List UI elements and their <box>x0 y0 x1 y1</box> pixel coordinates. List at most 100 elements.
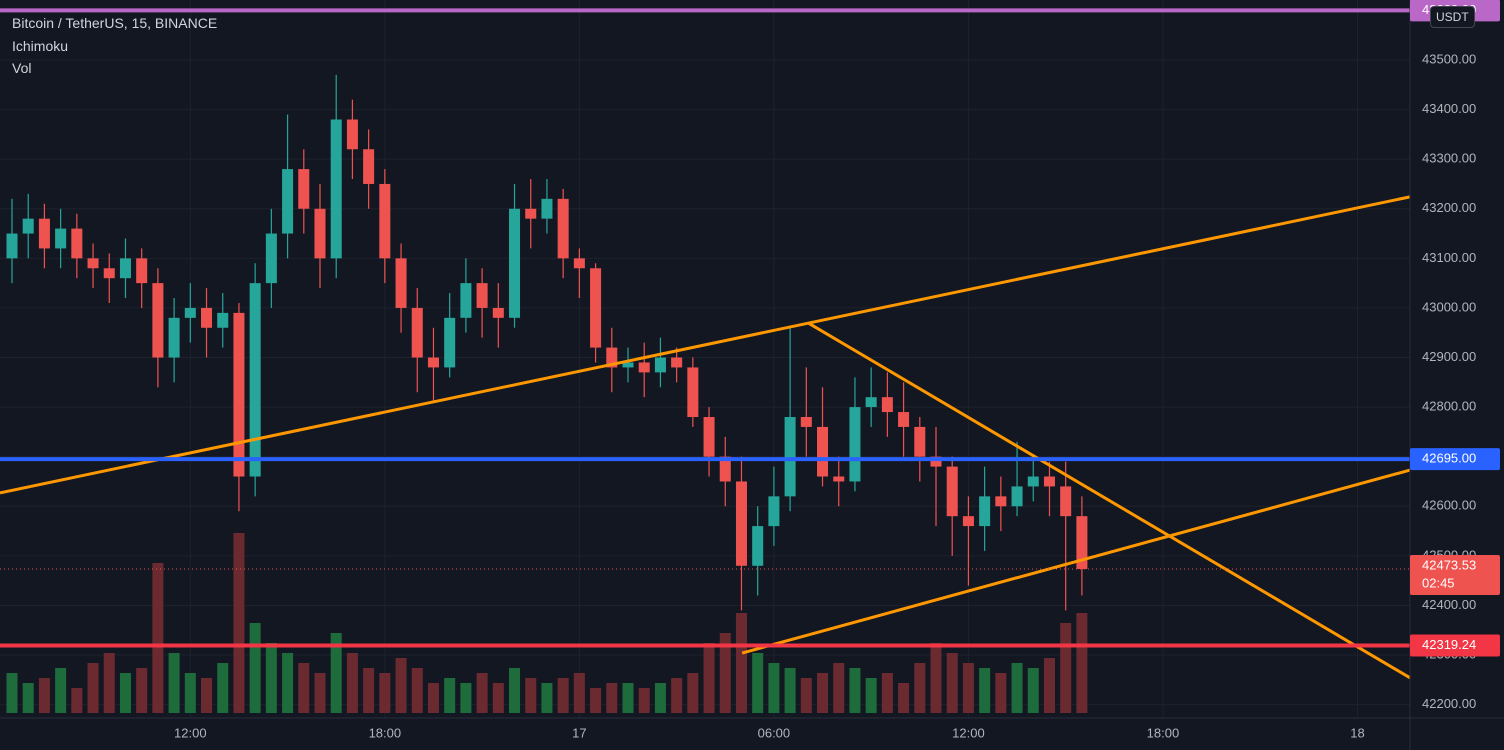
volume-bar <box>460 683 472 713</box>
indicator[interactable]: Vol <box>12 60 32 76</box>
candle-body <box>752 526 764 566</box>
volume-bar <box>768 663 780 713</box>
volume-bar <box>930 643 942 713</box>
volume-bar <box>411 668 423 713</box>
candle-body <box>103 268 115 279</box>
x-tick-label: 12:00 <box>174 725 207 740</box>
candle-body <box>282 169 294 234</box>
last-price-bg <box>1410 554 1500 595</box>
candle-body <box>509 208 521 318</box>
candle-body <box>233 312 245 477</box>
x-tick-label: 18 <box>1350 725 1364 740</box>
volume-bar <box>703 643 715 713</box>
volume-bar <box>136 668 148 713</box>
candle-body <box>1060 486 1072 517</box>
volume-bar <box>1027 668 1039 713</box>
volume-bar <box>6 673 18 713</box>
volume-bar <box>201 678 213 713</box>
candle-body <box>298 169 310 209</box>
volume-bar <box>103 653 115 713</box>
volume-bar <box>979 668 991 713</box>
level-label: 42695.00 <box>1422 451 1476 466</box>
candle-body <box>849 407 861 482</box>
candle-body <box>444 317 456 368</box>
candle-body <box>1011 486 1023 507</box>
y-tick-label: 43300.00 <box>1422 151 1476 166</box>
volume-bar <box>995 673 1007 713</box>
volume-bar <box>962 663 974 713</box>
candle-body <box>265 233 277 284</box>
candle-body <box>411 307 423 358</box>
candle-body <box>833 476 845 482</box>
candle-body <box>330 119 342 259</box>
volume-bar <box>1011 663 1023 713</box>
indicator[interactable]: Ichimoku <box>12 37 69 54</box>
y-tick-label: 42800.00 <box>1422 399 1476 414</box>
candle-body <box>914 426 926 457</box>
volume-bar <box>298 663 310 713</box>
x-tick-label: 18:00 <box>369 725 402 740</box>
volume-bar <box>330 633 342 713</box>
candle-body <box>201 307 213 328</box>
volume-bar <box>671 678 683 713</box>
level-label-bg <box>1410 448 1500 471</box>
y-tick-label: 43200.00 <box>1422 200 1476 215</box>
candle-body <box>346 119 358 150</box>
candle-body <box>379 183 391 259</box>
symbol-title[interactable]: Bitcoin / TetherUS, 15, BINANCE <box>12 15 218 31</box>
candle-body <box>687 367 699 418</box>
volume-bar <box>168 653 180 713</box>
volume-bar <box>38 678 50 713</box>
candle-body <box>946 466 958 517</box>
candle-body <box>719 456 731 482</box>
x-tick-label: 18:00 <box>1147 725 1180 740</box>
y-tick-label: 42400.00 <box>1422 597 1476 612</box>
candle-body <box>363 149 375 184</box>
volume-bar <box>1076 613 1088 713</box>
volume-bar <box>914 663 926 713</box>
y-tick-label: 43000.00 <box>1422 299 1476 314</box>
volume-bar <box>898 683 910 713</box>
candle-body <box>865 397 877 408</box>
trend-line <box>0 195 1411 495</box>
volume-bar <box>233 533 245 713</box>
volume-bar <box>119 673 131 713</box>
volume-bar <box>55 668 67 713</box>
volume-bar <box>687 673 699 713</box>
y-tick-label: 43400.00 <box>1422 101 1476 116</box>
axes: 42200.0042300.0042400.0042500.0042600.00… <box>174 0 1500 740</box>
candle-body <box>55 228 67 249</box>
volume-bar <box>22 683 34 713</box>
volume-bar <box>946 653 958 713</box>
candle-body <box>622 362 634 368</box>
candle-body <box>1076 516 1088 569</box>
volume-bar <box>606 683 618 713</box>
volume-bar <box>346 653 358 713</box>
volume-bar <box>509 668 521 713</box>
candle-body <box>606 347 618 368</box>
volume-bar <box>492 683 504 713</box>
x-tick-label: 12:00 <box>952 725 985 740</box>
y-tick-label: 42600.00 <box>1422 498 1476 513</box>
volume-bar <box>590 688 602 713</box>
volume-bar <box>217 663 229 713</box>
volume-bar <box>654 683 666 713</box>
candle-body <box>654 357 666 373</box>
drawings <box>0 8 1411 680</box>
candle-body <box>314 208 326 259</box>
candle-body <box>119 258 131 279</box>
candle-body <box>703 417 715 457</box>
volume-bar <box>395 658 407 713</box>
volume-bar <box>184 673 196 713</box>
volume-bar <box>719 633 731 713</box>
volume-bar <box>314 673 326 713</box>
candle-body <box>1043 476 1055 487</box>
y-tick-label: 43100.00 <box>1422 250 1476 265</box>
volume-bar <box>476 673 488 713</box>
currency-button[interactable]: USDT <box>1430 6 1475 28</box>
candle-body <box>168 317 180 358</box>
candle-body <box>427 357 439 368</box>
volume-bar <box>622 683 634 713</box>
